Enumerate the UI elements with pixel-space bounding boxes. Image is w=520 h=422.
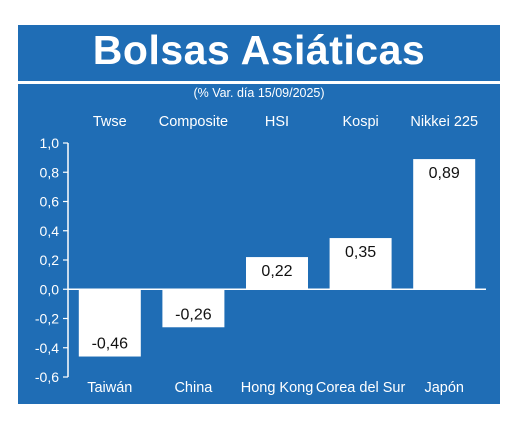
- bar-value-label: -0,46: [92, 336, 129, 353]
- y-tick-label: 0,8: [40, 164, 60, 180]
- index-name-label: Composite: [159, 114, 228, 130]
- index-name-label: Kospi: [342, 114, 378, 130]
- x-category-label: Taiwán: [87, 380, 132, 396]
- bar-value-label: -0,26: [175, 306, 212, 323]
- bar: [329, 238, 392, 290]
- x-category-label: China: [174, 380, 213, 396]
- y-tick-label: 0,2: [40, 252, 60, 268]
- x-category-label: Corea del Sur: [316, 380, 406, 396]
- bar: [78, 289, 141, 357]
- y-tick-label: 0,0: [40, 281, 60, 297]
- chart-subtitle: (% Var. día 15/09/2025): [193, 86, 325, 100]
- y-tick-label: -0,6: [35, 369, 59, 385]
- bar: [413, 159, 476, 290]
- title-divider: [18, 81, 500, 84]
- bar-chart: 1,0 0,8 0,6 0,4 0,2 0,0 -0,2 -0,4 -0,6 -0,46 Twse T…: [35, 114, 486, 396]
- x-category-label: Hong Kong: [241, 380, 314, 396]
- chart-panel: Bolsas Asiáticas (% Var. día 15/09/2025)…: [18, 25, 500, 404]
- y-tick-label: -0,2: [35, 311, 59, 327]
- bar: [246, 257, 308, 290]
- y-tick-label: -0,4: [35, 340, 59, 356]
- index-name-label: Twse: [93, 114, 127, 130]
- x-category-label: Japón: [424, 380, 464, 396]
- bar-value-label: 0,22: [261, 263, 292, 280]
- bar-value-label: 0,89: [429, 165, 460, 182]
- chart-title: Bolsas Asiáticas: [92, 27, 426, 73]
- bar-value-label: 0,35: [345, 244, 376, 261]
- bar: [162, 289, 225, 328]
- index-name-label: HSI: [265, 114, 289, 130]
- index-name-label: Nikkei 225: [410, 114, 478, 130]
- y-tick-label: 0,6: [40, 194, 60, 210]
- y-tick-label: 1,0: [40, 135, 60, 151]
- y-tick-label: 0,4: [40, 223, 60, 239]
